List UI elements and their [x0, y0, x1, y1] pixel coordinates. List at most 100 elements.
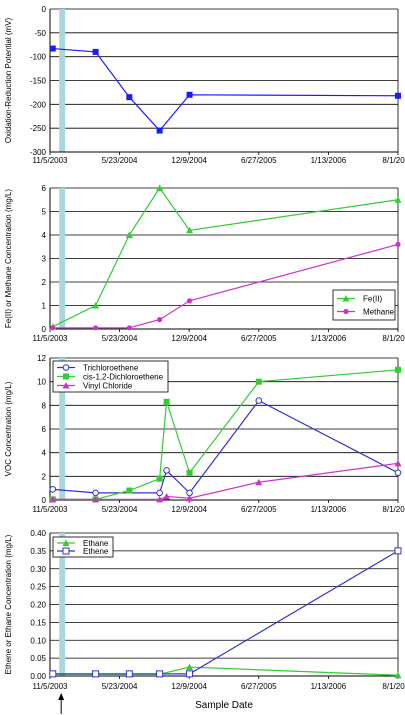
data-point: [63, 373, 69, 380]
data-point: [92, 489, 99, 497]
series-1: [49, 45, 401, 134]
y-tick-label: -150: [30, 77, 47, 86]
x-tick-label: 11/5/2003: [33, 156, 69, 165]
y-tick-label: 0.00: [30, 672, 46, 681]
series-line: [52, 550, 399, 675]
y-tick-label: 3: [42, 255, 47, 264]
data-point: [186, 226, 194, 234]
y-tick-label: 0.25: [30, 583, 46, 592]
arrow-head: [58, 693, 65, 700]
y-tick-label: -250: [30, 124, 47, 133]
data-point: [62, 382, 70, 389]
treatment-band: [59, 358, 66, 500]
y-tick-label: -50: [34, 29, 46, 38]
data-point: [92, 495, 100, 503]
data-point: [163, 398, 170, 405]
y-axis-title: Ethene or Ethane Concentration (mg/L): [4, 534, 13, 674]
y-axis-title: Oxidation-Reduction Potential (mV): [4, 17, 13, 143]
y-axis-title: VOC Concentration (mg/L): [4, 381, 13, 476]
treatment-band: [59, 533, 66, 676]
data-point: [126, 94, 133, 101]
data-point: [49, 670, 57, 678]
y-tick-label: 0.10: [30, 636, 46, 645]
y-tick-label: 4: [42, 231, 47, 240]
data-point: [395, 366, 401, 373]
data-point: [62, 539, 70, 546]
y-tick-label: 4: [42, 449, 47, 458]
data-point: [156, 670, 164, 678]
data-point: [62, 364, 70, 371]
legend-label: Fe(II): [363, 295, 382, 304]
legend-box: [332, 289, 396, 321]
y-tick-label: 0.15: [30, 618, 46, 627]
y-tick-label: -300: [30, 148, 47, 157]
series-methane: [50, 241, 401, 331]
treatment-arrow: [58, 693, 65, 714]
data-point: [186, 469, 193, 476]
x-tick-label: 8/1/2006: [382, 156, 405, 165]
x-tick-label: 1/13/2006: [311, 334, 347, 343]
x-tick-label: 8/1/2006: [382, 334, 405, 343]
x-tick-label: 11/5/2003: [33, 682, 69, 691]
legend-label: Ethane: [83, 539, 109, 548]
y-tick-label: 6: [42, 184, 47, 193]
x-tick-label: 1/13/2006: [311, 156, 347, 165]
data-point: [156, 495, 164, 503]
x-tick-label: 5/23/2004: [102, 334, 138, 343]
data-point: [62, 547, 70, 555]
data-point: [186, 494, 194, 502]
x-tick-label: 6/27/2005: [241, 156, 277, 165]
data-point: [394, 196, 402, 203]
legend: Trichloroethenecis-1,2-DichloroetheneVin…: [52, 360, 169, 393]
y-tick-label: 0.05: [30, 654, 46, 663]
data-point: [156, 489, 163, 497]
data-point: [125, 231, 133, 238]
y-tick-label: 0: [42, 5, 47, 14]
y-tick-label: 0.30: [30, 565, 46, 574]
data-point: [126, 325, 132, 331]
data-point: [186, 663, 194, 671]
y-tick-label: -100: [30, 53, 47, 62]
y-tick-label: 10: [37, 378, 46, 387]
series-ethene: [49, 547, 402, 678]
series-vinyl-chloride: [49, 459, 402, 503]
data-point: [186, 91, 193, 98]
y-axis-title: Fe(II) or Methane Concentration (mg/L): [4, 189, 13, 329]
data-point: [343, 308, 349, 315]
treatment-band: [59, 9, 66, 152]
legend: Fe(II) Methane: [332, 289, 396, 321]
chart-panel-4: 0.00 0.05 0.10 0.15 0.20 0.25 0.30 0.35 0.40 11/5…: [4, 529, 405, 711]
data-point: [50, 325, 56, 331]
series-line: [52, 243, 399, 329]
x-tick-label: 1/13/2006: [311, 682, 347, 691]
x-tick-label: 11/5/2003: [33, 505, 69, 514]
y-tick-label: 0.35: [30, 547, 46, 556]
x-tick-label: 8/1/2006: [382, 505, 405, 514]
data-point: [394, 459, 402, 467]
data-point: [92, 670, 100, 678]
x-tick-label: 5/23/2004: [102, 682, 138, 691]
data-point: [255, 478, 263, 486]
x-tick-label: 12/9/2004: [171, 334, 207, 343]
x-tick-label: 6/27/2005: [241, 334, 277, 343]
y-tick-label: 5: [42, 208, 47, 217]
data-point: [49, 486, 57, 493]
treatment-band: [59, 188, 66, 329]
y-tick-label: 2: [42, 278, 47, 287]
data-point: [255, 378, 262, 385]
data-point: [92, 48, 99, 55]
data-point: [255, 397, 263, 404]
x-tick-label: 11/5/2003: [33, 334, 69, 343]
series-line: [52, 47, 399, 132]
legend-label: Vinyl Chloride: [83, 382, 133, 391]
y-tick-label: 8: [42, 401, 47, 410]
y-tick-label: -200: [30, 100, 47, 109]
data-point: [156, 184, 164, 191]
data-point: [186, 670, 194, 678]
x-tick-label: 6/27/2005: [241, 505, 277, 514]
data-point: [395, 92, 401, 99]
x-tick-label: 6/27/2005: [241, 682, 277, 691]
